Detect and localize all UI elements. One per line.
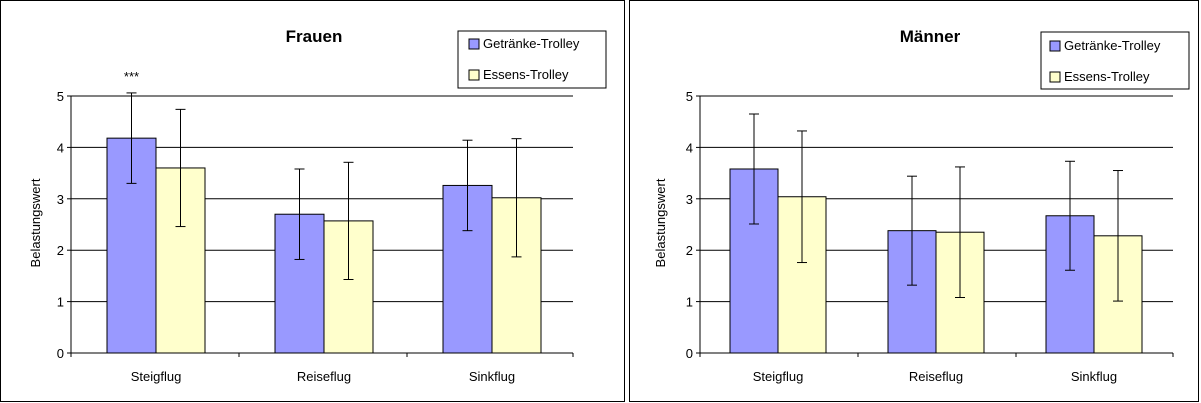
chart-title: Männer <box>900 27 961 46</box>
y-axis-label: Belastungswert <box>28 178 43 267</box>
y-tick-label: 1 <box>57 295 64 310</box>
legend-swatch-essens <box>1049 71 1061 83</box>
legend: Getränke-Trolley Essens-Trolley <box>457 30 607 89</box>
y-tick-label: 1 <box>686 295 693 310</box>
chart-panel-maenner: Männer Belastungswert 0 1 2 3 4 5 Steigflug Rei… <box>629 0 1199 402</box>
y-tick-label: 0 <box>686 346 693 361</box>
chart-svg-maenner: Männer Belastungswert 0 1 2 3 4 5 Steigflug Rei… <box>653 27 1190 384</box>
y-tick-label: 5 <box>686 89 693 104</box>
x-tick-label: Steigflug <box>131 369 182 384</box>
x-tick-label: Sinkflug <box>469 369 515 384</box>
chart-title: Frauen <box>286 27 343 46</box>
legend-swatch-essens <box>468 69 480 81</box>
legend-box <box>457 30 607 89</box>
y-tick-label: 4 <box>686 140 693 155</box>
chart-svg-frauen: Frauen Belastungswert 0 1 2 3 4 5 Steigflug Rei… <box>28 27 607 384</box>
chart-panel-frauen: Frauen Belastungswert 0 1 2 3 4 5 Steigflug Rei… <box>0 0 625 402</box>
x-tick-label: Sinkflug <box>1071 369 1117 384</box>
x-tick-label: Reiseflug <box>297 369 351 384</box>
y-tick-label: 5 <box>57 89 64 104</box>
legend-label-essens: Essens-Trolley <box>483 67 569 82</box>
y-tick-label: 3 <box>57 192 64 207</box>
legend-box <box>1040 31 1190 90</box>
legend-swatch-getraenke <box>468 38 480 50</box>
legend-label-getraenke: Getränke-Trolley <box>483 36 580 51</box>
x-tick-label: Reiseflug <box>909 369 963 384</box>
y-axis-label: Belastungswert <box>653 178 668 267</box>
y-tick-label: 3 <box>686 192 693 207</box>
legend: Getränke-Trolley Essens-Trolley <box>1040 31 1190 90</box>
plot-area: 0 1 2 3 4 5 Steigflug Reiseflug Sinkflug <box>686 89 1174 384</box>
x-tick-label: Steigflug <box>753 369 804 384</box>
legend-label-essens: Essens-Trolley <box>1064 69 1150 84</box>
y-tick-label: 2 <box>57 243 64 258</box>
y-tick-label: 0 <box>57 346 64 361</box>
legend-swatch-getraenke <box>1049 40 1061 52</box>
y-tick-label: 2 <box>686 243 693 258</box>
legend-label-getraenke: Getränke-Trolley <box>1064 38 1161 53</box>
y-tick-label: 4 <box>57 140 64 155</box>
plot-area: 0 1 2 3 4 5 Steigflug Reiseflug Sinkflug *** <box>57 69 574 384</box>
significance-annotation: *** <box>124 69 139 84</box>
